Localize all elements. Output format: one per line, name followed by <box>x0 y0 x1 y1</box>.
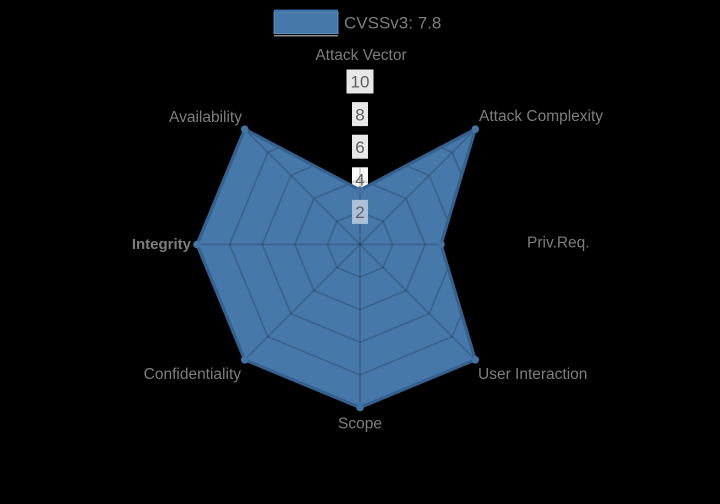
svg-text:Attack Complexity: Attack Complexity <box>479 108 603 125</box>
svg-text:Availability: Availability <box>169 109 242 126</box>
svg-text:CVSSv3: 7.8: CVSSv3: 7.8 <box>344 14 441 33</box>
svg-text:User Interaction: User Interaction <box>478 366 587 383</box>
svg-text:Integrity: Integrity <box>132 236 192 253</box>
svg-text:Confidentiality: Confidentiality <box>144 366 242 383</box>
svg-text:Scope: Scope <box>338 416 382 433</box>
svg-text:8: 8 <box>355 105 364 124</box>
svg-text:Attack Vector: Attack Vector <box>315 47 406 64</box>
svg-text:Priv.Req.: Priv.Req. <box>527 235 590 252</box>
svg-text:10: 10 <box>351 73 370 92</box>
svg-text:2: 2 <box>355 203 364 222</box>
svg-text:6: 6 <box>355 138 364 157</box>
svg-text:4: 4 <box>355 171 364 190</box>
